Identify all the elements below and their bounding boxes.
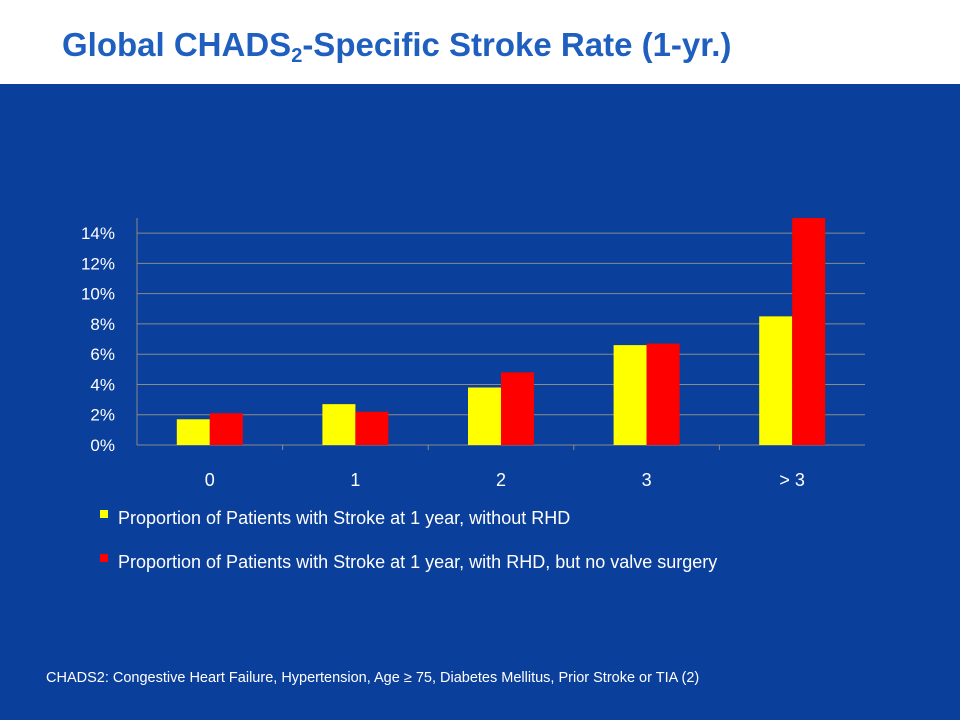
bar-without-rhd — [613, 345, 647, 445]
bar-with-rhd — [792, 218, 826, 445]
legend-item-without-rhd: Proportion of Patients with Stroke at 1 … — [100, 508, 570, 529]
bar-with-rhd — [209, 413, 243, 445]
bar-without-rhd — [322, 404, 356, 445]
y-tick-label: 14% — [81, 224, 115, 243]
legend-label-with-rhd: Proportion of Patients with Stroke at 1 … — [118, 552, 718, 572]
y-tick-label: 6% — [90, 345, 115, 364]
title-rest: -Specific Stroke Rate (1-yr.) — [302, 26, 732, 63]
legend-label-without-rhd: Proportion of Patients with Stroke at 1 … — [118, 508, 571, 528]
x-tick-label: 3 — [642, 470, 652, 490]
bar-without-rhd — [759, 316, 793, 445]
bars — [176, 218, 826, 445]
legend-item-with-rhd: Proportion of Patients with Stroke at 1 … — [100, 552, 717, 573]
footnote: CHADS2: Congestive Heart Failure, Hypert… — [46, 670, 700, 686]
title-bar: Global CHADS2-Specific Stroke Rate (1-yr… — [0, 0, 960, 84]
y-tick-label: 0% — [90, 436, 115, 455]
legend-swatch-yellow — [100, 510, 108, 518]
x-tick-labels: 0 1 2 3 > 3 — [205, 470, 805, 490]
x-tick-label: > 3 — [779, 470, 805, 490]
title-main: Global CHADS — [62, 26, 292, 63]
y-tick-label: 10% — [81, 285, 115, 304]
title-subscript: 2 — [291, 45, 303, 67]
x-tick-label: 1 — [350, 470, 360, 490]
x-tick-label: 0 — [205, 470, 215, 490]
y-tick-label: 2% — [90, 406, 115, 425]
y-tick-label: 4% — [90, 375, 115, 394]
y-tick-label: 8% — [90, 315, 115, 334]
x-tick-label: 2 — [496, 470, 506, 490]
legend-swatch-red — [100, 554, 108, 562]
bar-with-rhd — [355, 411, 389, 445]
page-title: Global CHADS2-Specific Stroke Rate (1-yr… — [62, 26, 731, 68]
bar-without-rhd — [468, 387, 501, 445]
y-tick-label: 12% — [81, 254, 115, 273]
bar-without-rhd — [176, 419, 210, 445]
bar-with-rhd — [501, 372, 534, 445]
bar-with-rhd — [646, 343, 680, 445]
y-tick-labels: 0% 2% 4% 6% 8% 10% 12% 14% — [81, 224, 115, 455]
